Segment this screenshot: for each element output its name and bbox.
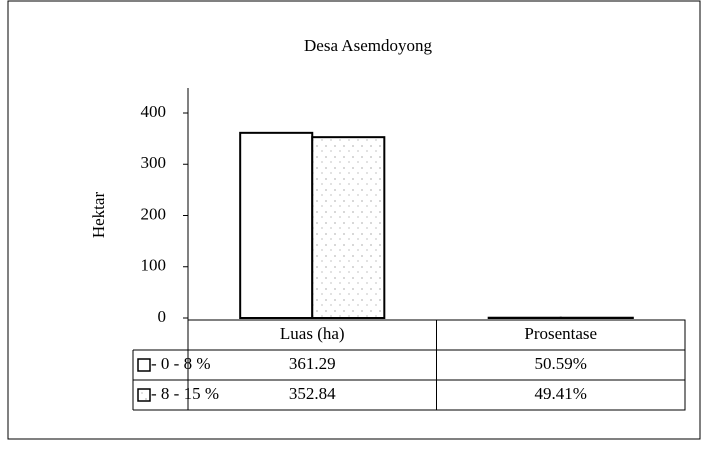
legend-key [137, 358, 151, 372]
y-tick-label: 0 [158, 307, 167, 326]
data-label: 50.59% [535, 354, 587, 373]
bar [311, 136, 386, 319]
legend-label: - 0 - 8 % [151, 354, 210, 373]
legend-label: - 8 - 15 % [151, 384, 219, 403]
x-tick-label: Luas (ha) [280, 324, 345, 343]
y-tick-label: 200 [141, 204, 167, 223]
data-label: 352.84 [289, 384, 336, 403]
y-tick-label: 100 [141, 256, 167, 275]
chart-border [7, 0, 701, 440]
data-label: 49.41% [535, 384, 587, 403]
data-label: 361.29 [289, 354, 336, 373]
y-tick-label: 400 [141, 102, 167, 121]
chart-title: Desa Asemdoyong [304, 36, 432, 55]
bar [239, 131, 314, 319]
y-tick-label: 300 [141, 153, 167, 172]
y-axis-label: Hektar [89, 192, 108, 239]
legend-key [137, 388, 151, 402]
x-tick-label: Prosentase [524, 324, 597, 343]
